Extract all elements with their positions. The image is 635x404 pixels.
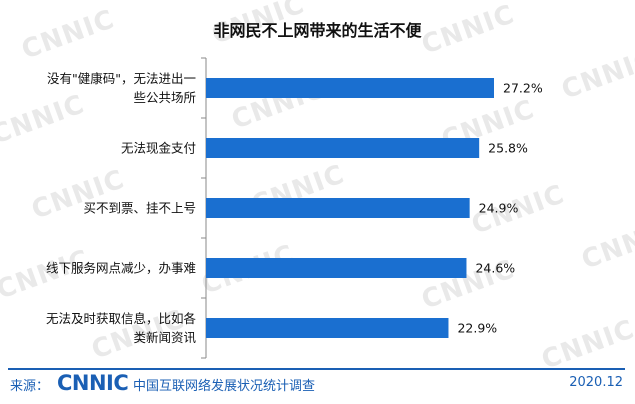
report-name: 中国互联网络发展状况统计调查 [133,379,316,394]
bar [206,138,480,158]
value-label: 24.9% [479,201,519,216]
category-label: 类新闻资讯 [133,330,196,345]
value-label: 25.8% [488,141,528,156]
footer-divider [8,368,625,370]
bar [206,78,494,98]
source-label: 来源： [10,379,50,394]
chart-title: 非网民不上网带来的生活不便 [213,21,422,40]
cnnic-logo: CNNIC [57,371,129,395]
value-label: 27.2% [503,81,543,96]
category-label: 些公共场所 [133,90,196,105]
bar [206,258,467,278]
bar [206,198,470,218]
category-label: 线下服务网点减少，办事难 [46,261,196,276]
value-label: 24.6% [475,261,515,276]
footer: 来源： CNNIC 中国互联网络发展状况统计调查 2020.12 [0,371,635,404]
category-label: 没有"健康码"，无法进出一 [47,71,196,86]
bar [206,318,449,338]
report-date: 2020.12 [569,375,623,390]
value-label: 22.9% [457,321,497,336]
category-label: 买不到票、挂不上号 [83,201,196,216]
category-label: 无法及时获取信息，比如各 [46,311,197,326]
category-label: 无法现金支付 [121,141,196,156]
